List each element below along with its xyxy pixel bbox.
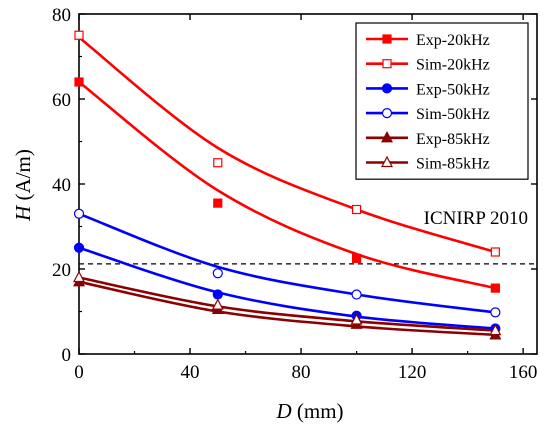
x-tick-label: 120 — [398, 362, 427, 383]
y-axis-variable: H — [11, 204, 35, 222]
axes: 0 40 80 120 160 0 20 40 60 80 — [52, 5, 537, 383]
legend-marker-sim-20khz — [382, 59, 392, 69]
y-axis-label: H (A/m) — [11, 149, 35, 222]
legend-marker-exp-20khz — [382, 34, 392, 44]
series-curve-sim-20khz — [78, 36, 496, 254]
y-tick-label: 80 — [52, 5, 71, 26]
data-point-sim-85khz — [73, 270, 85, 283]
data-point-sim-50khz — [212, 268, 223, 279]
data-markers — [73, 30, 502, 340]
data-point-sim-85khz — [350, 313, 363, 325]
data-point-sim-50khz — [351, 289, 362, 300]
legend-marker-exp-85khz — [381, 131, 393, 143]
data-point-sim-20khz — [351, 204, 362, 215]
y-tick-label: 0 — [62, 345, 72, 366]
icnirp-reference-label: ICNIRP 2010 — [424, 208, 528, 229]
data-point-sim-20khz — [213, 158, 223, 168]
legend-box — [355, 22, 529, 180]
legend-marker-sim-85khz — [381, 155, 393, 168]
x-tick-label: 80 — [292, 362, 311, 383]
x-axis-label: D (mm) — [275, 399, 343, 423]
series-curve-exp-20khz — [78, 80, 496, 290]
x-tick-label: 0 — [74, 362, 84, 383]
series-curve-exp-85khz — [78, 280, 496, 337]
reference-line-group: ICNIRP 2010 — [79, 208, 537, 265]
data-point-sim-20khz — [74, 30, 84, 40]
legend: Exp-20kHz Sim-20kHz Exp-50kHz Sim-50kHz Exp-… — [355, 22, 529, 180]
data-point-exp-50khz — [212, 289, 223, 300]
legend-label-sim-20khz: Sim-20kHz — [416, 57, 490, 74]
y-tick-label: 20 — [52, 260, 71, 281]
legend-label-exp-50khz: Exp-50kHz — [416, 81, 490, 98]
legend-label-sim-85khz: Sim-85kHz — [416, 156, 490, 173]
data-point-sim-50khz — [490, 307, 501, 318]
legend-marker-sim-50khz — [381, 107, 393, 119]
series-curve-exp-50khz — [78, 246, 496, 330]
legend-label-exp-20khz: Exp-20kHz — [416, 32, 490, 49]
legend-label-sim-50khz: Sim-50kHz — [416, 106, 490, 123]
series-curve-sim-85khz — [78, 276, 496, 332]
data-point-exp-20khz — [351, 253, 362, 263]
data-point-sim-20khz — [490, 247, 500, 257]
data-point-sim-85khz — [211, 298, 224, 310]
x-axis-unit: (mm) — [292, 399, 344, 423]
data-point-exp-20khz — [490, 283, 500, 293]
data-point-exp-20khz — [213, 198, 223, 208]
x-axis-variable: D — [275, 399, 291, 423]
data-point-sim-50khz — [73, 208, 85, 219]
data-point-exp-50khz — [73, 242, 85, 253]
x-tick-label: 160 — [509, 362, 538, 383]
legend-marker-exp-50khz — [381, 83, 393, 94]
fit-curves — [78, 36, 496, 337]
y-axis-unit: (A/m) — [11, 149, 35, 206]
data-point-exp-20khz — [74, 77, 84, 87]
y-tick-label: 60 — [52, 90, 71, 111]
y-tick-label: 40 — [52, 175, 71, 196]
series-curve-sim-50khz — [78, 212, 496, 314]
x-tick-label: 40 — [181, 362, 200, 383]
data-point-sim-85khz — [489, 323, 502, 336]
legend-label-exp-85khz: Exp-85kHz — [416, 131, 490, 148]
